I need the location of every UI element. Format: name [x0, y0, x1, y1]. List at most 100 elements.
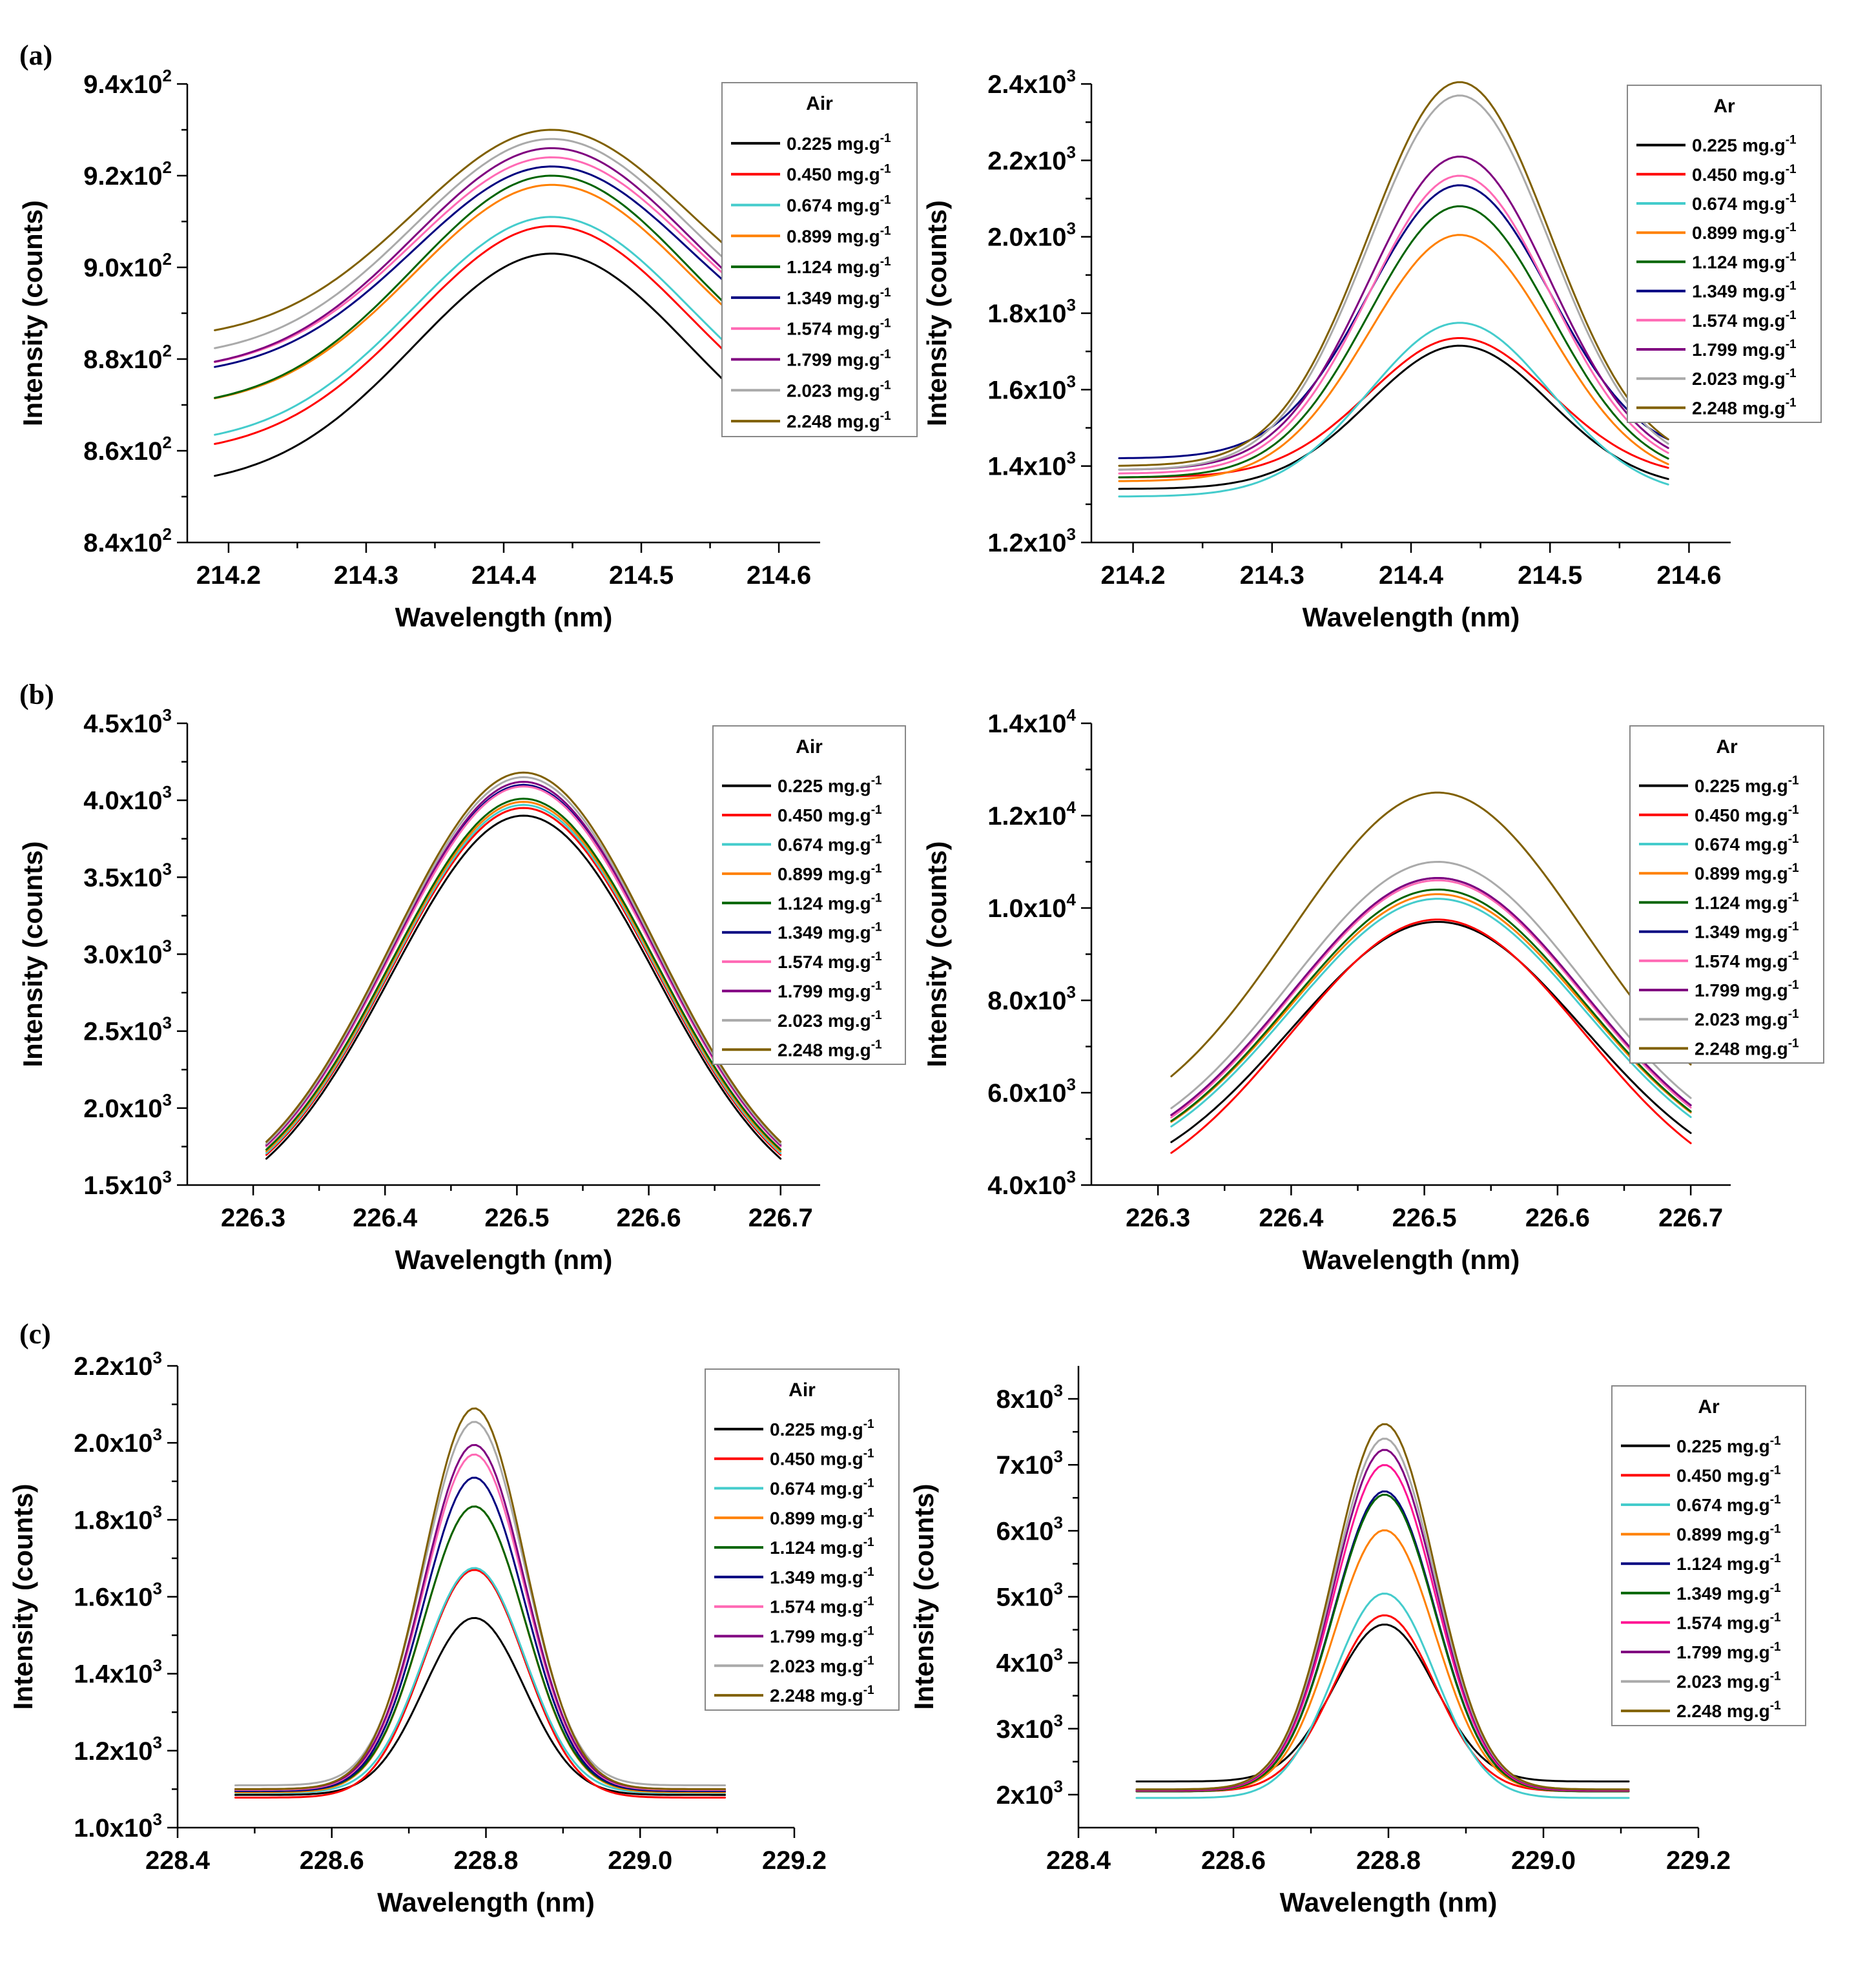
- panel-label-2: (b): [19, 679, 54, 710]
- x-tick-label: 214.5: [609, 561, 674, 590]
- x-tick-label: 226.6: [617, 1204, 681, 1232]
- series-line: [214, 174, 759, 399]
- legend-label: 1.124 mg.g-1: [1676, 1552, 1781, 1574]
- y-tick-label: 1.2x103: [74, 1733, 162, 1766]
- legend-label: 0.225 mg.g-1: [787, 132, 891, 154]
- series-line: [265, 803, 782, 1155]
- legend-label: 0.225 mg.g-1: [1692, 134, 1797, 156]
- legend-label: 1.574 mg.g-1: [1695, 949, 1799, 971]
- y-tick-label: 9.2x102: [83, 158, 172, 191]
- series-line: [1135, 1423, 1630, 1791]
- y-tick-label: 4.5x103: [83, 705, 172, 738]
- y-tick-label: 3.0x103: [83, 936, 172, 969]
- series-line: [1170, 879, 1692, 1119]
- series-line: [234, 1567, 727, 1794]
- x-tick-label: 226.3: [1126, 1204, 1190, 1232]
- legend-label: 0.899 mg.g-1: [778, 862, 882, 884]
- legend-label: 0.225 mg.g-1: [778, 774, 882, 796]
- x-tick-label: 228.8: [1356, 1846, 1421, 1875]
- series-line: [265, 781, 782, 1146]
- legend: Ar 0.225 mg.g-1 0.450 mg.g-1 0.674 mg.g-1 0.…: [1627, 85, 1822, 423]
- x-tick-label: 229.2: [762, 1846, 827, 1875]
- legend-label: 2.023 mg.g-1: [1695, 1007, 1799, 1029]
- legend-label: 1.349 mg.g-1: [1676, 1582, 1781, 1604]
- series-line: [1170, 918, 1692, 1154]
- legend-label: 0.450 mg.g-1: [770, 1447, 874, 1469]
- x-tick-label: 214.4: [471, 561, 537, 590]
- legend-label: 1.349 mg.g-1: [778, 921, 882, 943]
- y-axis-title: Intensity (counts): [17, 200, 48, 426]
- legend-title: Air: [789, 1379, 816, 1401]
- series-line: [1135, 1614, 1630, 1793]
- panel-label-3: (c): [19, 1318, 51, 1350]
- series-line: [1170, 921, 1692, 1143]
- series-line: [214, 253, 759, 477]
- y-tick-label: 8.6x102: [83, 433, 172, 466]
- series-line: [1170, 877, 1692, 1117]
- series-line: [1135, 1490, 1630, 1793]
- x-tick-label: 214.2: [196, 561, 261, 590]
- y-tick-label: 2.4x103: [987, 66, 1076, 99]
- legend: Ar 0.225 mg.g-1 0.450 mg.g-1 0.674 mg.g-1 0.…: [1629, 725, 1824, 1064]
- chart-3: 226.3 226.4 226.5 226.6 226.7 1.5x103 2.0x103 2…: [17, 705, 906, 1275]
- series-line: [214, 129, 759, 331]
- legend-box: [705, 1368, 900, 1711]
- x-tick-label: 226.3: [221, 1204, 285, 1232]
- y-axis-title: Intensity (counts): [922, 841, 952, 1067]
- x-tick-label: 214.4: [1379, 561, 1444, 590]
- y-tick-label: 4x103: [996, 1645, 1063, 1678]
- chart-1: 214.2 214.3 214.4 214.5 214.6 8.4x102 8.6x102 8…: [17, 66, 918, 632]
- legend-label: 1.574 mg.g-1: [787, 317, 891, 339]
- legend-label: 0.225 mg.g-1: [1695, 774, 1799, 796]
- y-tick-label: 3x103: [996, 1711, 1063, 1744]
- y-tick-label: 5x103: [996, 1579, 1063, 1612]
- legend: Air 0.225 mg.g-1 0.450 mg.g-1 0.674 mg.g-1 0…: [721, 82, 918, 437]
- legend: Ar 0.225 mg.g-1 0.450 mg.g-1 0.674 mg.g-1 0.…: [1611, 1385, 1806, 1726]
- y-tick-label: 4.0x103: [83, 782, 172, 815]
- y-tick-label: 1.8x103: [987, 295, 1076, 328]
- y-tick-label: 6.0x103: [987, 1075, 1076, 1108]
- legend-box: [712, 725, 906, 1065]
- series-line: [234, 1421, 727, 1786]
- legend-label: 0.450 mg.g-1: [1692, 163, 1797, 185]
- legend-label: 2.248 mg.g-1: [1695, 1037, 1799, 1058]
- legend-label: 1.799 mg.g-1: [787, 348, 891, 370]
- y-tick-label: 1.2x104: [987, 798, 1076, 831]
- chart-6: 228.4 228.6 228.8 229.0 229.2 2x103 3x103 4x103…: [909, 1366, 1806, 1917]
- chart-5: 228.4 228.6 228.8 229.0 229.2 1.0x103 1.2x103 1…: [8, 1348, 900, 1917]
- legend-label: 1.124 mg.g-1: [778, 891, 882, 913]
- y-tick-label: 8x103: [996, 1381, 1063, 1414]
- legend-label: 1.124 mg.g-1: [770, 1536, 874, 1558]
- series-line: [265, 776, 782, 1145]
- y-axis-title: Intensity (counts): [8, 1483, 38, 1709]
- legend-label: 0.450 mg.g-1: [778, 803, 882, 825]
- legend-label: 2.023 mg.g-1: [778, 1009, 882, 1031]
- series-line: [265, 801, 782, 1153]
- legend-label: 1.124 mg.g-1: [1695, 891, 1799, 913]
- x-axis-title: Wavelength (nm): [377, 1887, 595, 1917]
- legend: Air 0.225 mg.g-1 0.450 mg.g-1 0.674 mg.g-1 0…: [705, 1368, 900, 1711]
- y-tick-label: 2.2x103: [74, 1348, 162, 1381]
- legend-label: 1.799 mg.g-1: [770, 1625, 874, 1647]
- series-line: [214, 216, 759, 436]
- x-tick-label: 226.7: [748, 1204, 813, 1232]
- series-line: [1170, 861, 1692, 1109]
- series-line: [1118, 234, 1669, 482]
- legend-label: 0.674 mg.g-1: [778, 833, 882, 855]
- legend-label: 0.899 mg.g-1: [1676, 1523, 1781, 1545]
- y-tick-label: 1.5x103: [83, 1167, 172, 1200]
- y-tick-label: 1.6x103: [74, 1579, 162, 1612]
- series-line: [234, 1407, 727, 1790]
- series-line: [214, 183, 759, 400]
- legend-label: 1.124 mg.g-1: [1692, 250, 1797, 272]
- series-line: [1135, 1449, 1630, 1791]
- y-tick-label: 7x103: [996, 1447, 1063, 1480]
- legend-label: 2.023 mg.g-1: [1676, 1670, 1781, 1692]
- x-tick-label: 214.2: [1101, 561, 1166, 590]
- legend-label: 1.349 mg.g-1: [787, 286, 891, 308]
- legend-label: 1.574 mg.g-1: [778, 950, 882, 972]
- series-line: [1135, 1464, 1630, 1792]
- x-axis-title: Wavelength (nm): [1303, 602, 1520, 632]
- series-line: [214, 156, 759, 364]
- legend-label: 0.674 mg.g-1: [787, 194, 891, 216]
